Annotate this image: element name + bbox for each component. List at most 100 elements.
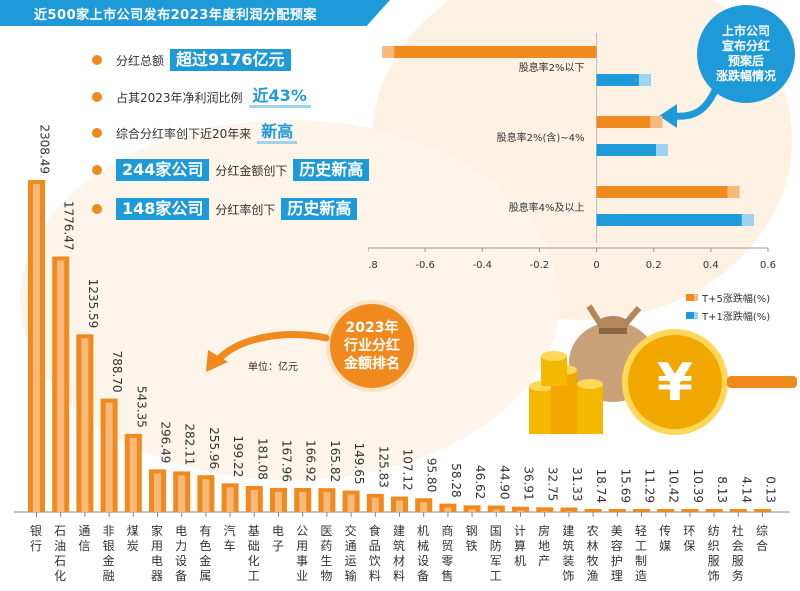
category-label: 建筑装饰 (562, 524, 575, 583)
data-label: 199.22 (231, 435, 245, 477)
category-label: 食品饮料 (368, 524, 381, 583)
svg-text:¥: ¥ (657, 353, 693, 413)
category-label: 国防军工 (489, 524, 502, 583)
bar-highlight (57, 260, 65, 512)
bar-t5-cap (650, 116, 663, 128)
data-label: 167.96 (280, 440, 294, 482)
bar-t5 (596, 116, 663, 128)
badge-center: 2023年 行业分红 金额排名 (326, 300, 418, 392)
bar-highlight (444, 507, 452, 512)
data-label: 31.33 (570, 467, 584, 501)
data-label: 125.83 (376, 446, 390, 488)
bar-highlight (323, 492, 331, 512)
bar-highlight (468, 509, 476, 512)
highlight-row: 244家公司 分红金额创下 历史新高 (92, 158, 370, 182)
data-label: 11.29 (643, 469, 657, 503)
data-label: 255.96 (207, 427, 221, 469)
legend: T+5涨跌幅(%) T+1涨跌幅(%) (686, 288, 770, 324)
bar-t1 (596, 214, 754, 226)
bar-highlight (492, 509, 500, 512)
highlight-row: 148家公司 分红率创下 历史新高 (92, 197, 358, 221)
bar-highlight (154, 473, 161, 512)
highlight-value: 超过9176亿元 (170, 49, 291, 71)
category-label: 综合 (755, 524, 768, 553)
legend-item: T+1涨跌幅(%) (686, 306, 770, 324)
category-label: 建筑材料 (392, 524, 405, 583)
data-label: 181.08 (255, 438, 269, 480)
bar-t1-cap (741, 214, 754, 226)
bullet-icon (92, 165, 102, 175)
legend-swatch (686, 293, 698, 301)
data-label: 1776.47 (62, 201, 76, 251)
data-label: 282.11 (183, 423, 197, 465)
bar-t1-cap (656, 144, 668, 156)
x-tick-label: -0.8 (368, 260, 378, 271)
bar (584, 509, 602, 512)
category-label: 医药生物 (320, 524, 333, 583)
bar-highlight (517, 510, 524, 512)
data-label: 32.75 (546, 467, 560, 501)
category-label: 石油石化 (54, 524, 67, 583)
category-label: 商贸零售 (441, 524, 454, 583)
bar-highlight (202, 479, 210, 512)
category-label: 计算机 (513, 524, 526, 568)
bullet-icon (92, 55, 102, 65)
bar-highlight (275, 491, 282, 512)
category-label: 汽车 (223, 524, 236, 553)
bar-highlight (81, 338, 89, 512)
arrow-icon (206, 331, 330, 372)
bar-highlight (347, 494, 355, 512)
highlight-value: 新高 (257, 122, 298, 144)
bullet-icon (92, 204, 102, 214)
bar-highlight (541, 511, 549, 512)
data-label: 296.49 (159, 421, 173, 463)
highlight-value: 148家公司 (116, 198, 210, 220)
category-label: 轻工制造 (634, 524, 647, 583)
page-title: 近500家上市公司发布2023年度利润分配预案 (34, 8, 317, 23)
data-label: 44.90 (497, 465, 511, 499)
category-label: 煤炭 (126, 524, 139, 553)
bar-highlight (33, 184, 40, 512)
highlight-label: 综合分红率创下近20年来 (116, 126, 252, 141)
legend-label: T+5涨跌幅(%) (702, 293, 771, 305)
bar-t1 (596, 74, 651, 86)
category-label: 交通运输 (344, 524, 357, 583)
data-label: 107.12 (401, 449, 415, 491)
category-label: 有色金属 (199, 524, 212, 583)
highlight-label: 占其2023年净利润比例 (116, 90, 243, 105)
x-tick-label: 0.2 (646, 260, 662, 271)
x-tick-label: 0.6 (760, 260, 776, 271)
unit-label: 单位：亿元 (248, 362, 298, 373)
highlight-row: 分红总额 超过9176亿元 (92, 48, 291, 72)
bar-t1 (596, 144, 668, 156)
category-label: 纺织服饰 (707, 524, 720, 583)
bar (754, 509, 771, 512)
bar-t5-cap (727, 186, 740, 198)
category-label: 社会服务 (731, 524, 744, 583)
bar (560, 507, 578, 512)
x-tick-label: 0.4 (703, 260, 719, 271)
bar-t1-cap (638, 74, 651, 86)
highlight-value: 244家公司 (116, 159, 210, 181)
arrow-icon (659, 82, 721, 128)
data-label: 10.39 (691, 469, 705, 503)
x-tick-label: -0.6 (415, 260, 435, 271)
data-label: 8.13 (715, 476, 729, 503)
highlight-label: 分红率创下 (215, 202, 276, 217)
bar-highlight (565, 511, 573, 512)
category-label: 基础化工 (247, 524, 260, 583)
data-label: 543.35 (134, 386, 148, 428)
bar (633, 509, 650, 512)
bar-highlight (105, 402, 113, 512)
category-label: 美容护理 (610, 524, 623, 583)
highlight-row: 综合分红率创下近20年来 新高 (92, 121, 298, 145)
bar (487, 505, 505, 512)
bar (729, 509, 747, 512)
data-label: 165.82 (328, 440, 342, 482)
category-label: 钢铁 (465, 524, 478, 553)
bar-t5 (382, 46, 597, 58)
data-label: 0.13 (764, 476, 778, 503)
bar-highlight (299, 491, 307, 512)
